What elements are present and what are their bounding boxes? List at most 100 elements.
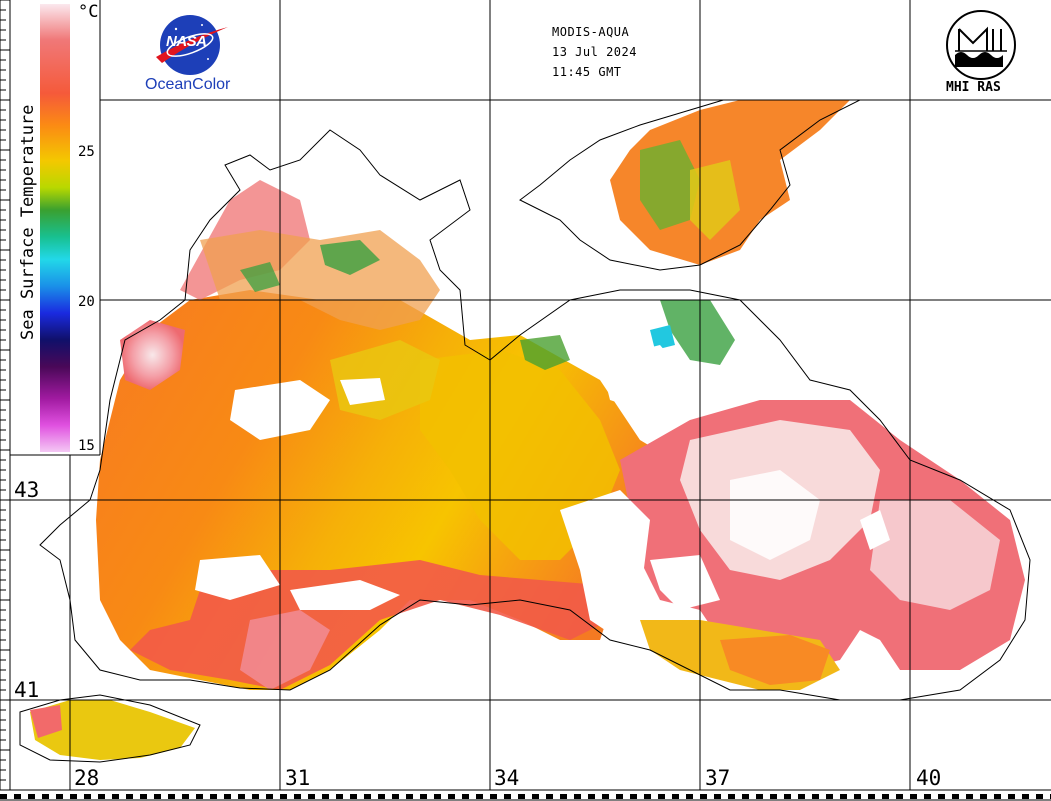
ruler-tick: [896, 794, 903, 799]
nasa-logo-text: NASA: [166, 33, 207, 50]
ruler-tick: [84, 794, 91, 799]
ruler-tick: [280, 794, 287, 799]
cloud-gap-south: [195, 555, 280, 600]
colorbar-tick-25: 25: [78, 144, 95, 160]
ruler-tick: [672, 794, 679, 799]
ruler-tick: [266, 794, 273, 799]
ruler-tick: [392, 794, 399, 799]
ruler-tick: [616, 794, 623, 799]
lon-label-34: 34: [494, 766, 520, 790]
coastline-azov: [519, 87, 861, 271]
cloud-gap-nearshore: [600, 345, 690, 410]
ruler-tick: [756, 794, 763, 799]
ruler-tick: [1008, 794, 1015, 799]
coastline: [19, 87, 1031, 763]
ruler-tick: [378, 794, 385, 799]
ruler-tick: [252, 794, 259, 799]
sst-azov-green: [640, 140, 700, 230]
mhi-ras-caption: MHI RAS: [946, 80, 1001, 95]
ruler-tick: [490, 794, 497, 799]
ruler-tick: [14, 794, 21, 799]
ruler-tick: [406, 794, 413, 799]
ruler-tick: [952, 794, 959, 799]
ruler-tick: [434, 794, 441, 799]
colorbar-title: Sea Surface Temperature: [18, 104, 38, 340]
ruler-tick: [168, 794, 175, 799]
ruler-tick: [854, 794, 861, 799]
ruler-tick: [448, 794, 455, 799]
sst-green-crimea: [520, 335, 570, 370]
ruler-tick: [714, 794, 721, 799]
sst-nw-shelf: [200, 230, 440, 330]
lon-label-40: 40: [916, 766, 942, 790]
lon-label-31: 31: [285, 766, 311, 790]
ruler-tick: [182, 794, 189, 799]
ruler-tick: [350, 794, 357, 799]
ruler-tick: [574, 794, 581, 799]
sst-pink-southwest: [240, 610, 330, 690]
ruler-tick: [210, 794, 217, 799]
ruler-tick: [938, 794, 945, 799]
ruler-tick: [420, 794, 427, 799]
cloud-gap-se: [650, 555, 720, 610]
nasa-logo-swoosh: [156, 27, 228, 63]
ruler-tick: [0, 794, 7, 799]
ruler-tick: [336, 794, 343, 799]
mhi-ras-logo-mark: [958, 26, 1002, 51]
sst-nw-green: [320, 240, 380, 275]
left-ruler-ticks: [0, 0, 10, 801]
ruler-tick: [308, 794, 315, 799]
ruler-tick: [1036, 794, 1043, 799]
ruler-tick: [462, 794, 469, 799]
sst-east-pale2: [870, 500, 1000, 610]
ruler-tick: [868, 794, 875, 799]
ruler-tick: [294, 794, 301, 799]
ruler-tick: [602, 794, 609, 799]
ruler-tick: [28, 794, 35, 799]
ruler-tick: [770, 794, 777, 799]
ruler-tick: [154, 794, 161, 799]
cloud-gap-east2: [730, 470, 820, 560]
ruler-tick: [910, 794, 917, 799]
ruler-tick: [658, 794, 665, 799]
ruler-tick: [546, 794, 553, 799]
cloud-gap-east: [560, 490, 650, 640]
ruler-tick: [238, 794, 245, 799]
sst-pink-west: [120, 320, 185, 390]
ruler-tick: [126, 794, 133, 799]
ruler-tick: [588, 794, 595, 799]
ruler-tick: [70, 794, 77, 799]
lat-label-41: 41: [14, 678, 40, 702]
nasa-logo-orbit: [166, 33, 214, 57]
ruler-tick: [518, 794, 525, 799]
ruler-tick: [224, 794, 231, 799]
ruler-tick: [882, 794, 889, 799]
bottom-ruler: [0, 790, 1051, 801]
cloud-gap-far-east: [860, 510, 890, 550]
ruler-tick: [42, 794, 49, 799]
cloud-gap-small: [340, 378, 385, 405]
sst-azov-yellow: [690, 160, 740, 240]
sst-green-kerch: [660, 300, 735, 365]
oceancolor-caption: OceanColor: [145, 76, 231, 93]
lon-label-37: 37: [705, 766, 731, 790]
ruler-tick: [924, 794, 931, 799]
ruler-tick: [196, 794, 203, 799]
cloud-gap-south2: [290, 580, 400, 610]
nasa-logo: [156, 15, 228, 75]
sst-marmara: [30, 700, 195, 760]
colorbar-unit: °C: [78, 2, 99, 22]
mhi-ras-logo-ring: [946, 10, 1016, 80]
date-label: 13 Jul 2024: [552, 45, 637, 59]
ruler-tick: [112, 794, 119, 799]
coastline-black-sea: [39, 129, 1031, 701]
ruler-tick: [966, 794, 973, 799]
sst-nw-green2: [240, 262, 280, 292]
ruler-tick: [476, 794, 483, 799]
ruler-tick: [728, 794, 735, 799]
ruler-tick: [1022, 794, 1029, 799]
lon-label-28: 28: [74, 766, 100, 790]
header-panel: [100, 0, 1051, 100]
ruler-tick: [840, 794, 847, 799]
ruler-tick: [980, 794, 987, 799]
